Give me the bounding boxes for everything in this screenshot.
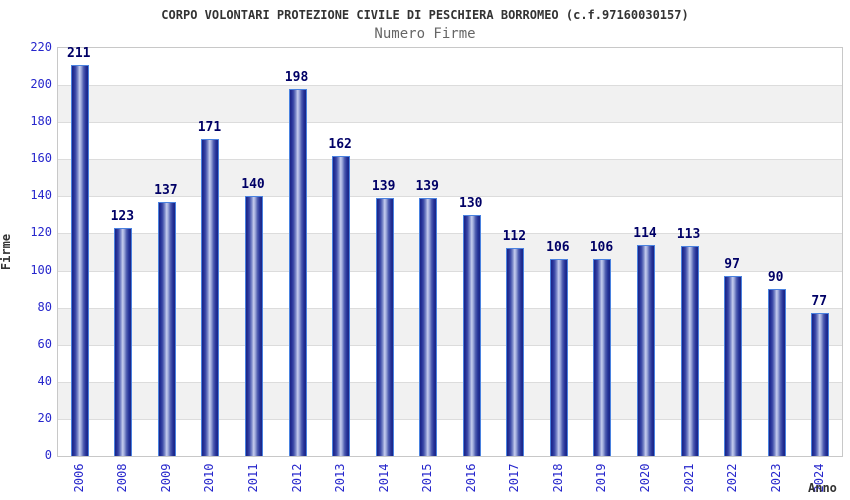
y-tick-label: 40 <box>37 373 52 388</box>
x-tick-label: 2010 <box>202 463 217 493</box>
bar <box>245 196 263 456</box>
grid-band <box>58 122 842 160</box>
y-tick-label: 180 <box>30 114 52 129</box>
bar <box>680 246 699 456</box>
bar-value-label: 211 <box>67 45 91 61</box>
bar <box>419 198 438 456</box>
bar <box>724 276 743 456</box>
x-axis-title: Anno <box>808 481 837 495</box>
plot-area <box>57 47 843 457</box>
grid-band <box>58 307 842 345</box>
bar <box>506 248 525 456</box>
bar <box>157 201 176 456</box>
x-tick-label: 2015 <box>420 463 435 493</box>
x-tick-label: 2014 <box>376 463 391 493</box>
bar-value-label: 112 <box>502 229 527 245</box>
y-tick-label: 0 <box>44 448 52 462</box>
bar-value-label: 123 <box>110 208 135 224</box>
grid-band <box>58 159 842 197</box>
grid-band <box>58 270 842 308</box>
x-tick-label: 2012 <box>289 463 304 493</box>
chart-subtitle: Numero Firme <box>374 26 476 42</box>
bar-value-label: 113 <box>676 227 701 243</box>
y-tick-label: 60 <box>37 336 52 351</box>
bar <box>70 64 89 456</box>
x-tick-label: 2011 <box>246 463 260 493</box>
bar-value-label: 139 <box>415 179 439 195</box>
bar-value-label: 77 <box>811 294 828 310</box>
y-tick-label: 20 <box>37 410 52 425</box>
y-tick-label: 200 <box>30 77 52 92</box>
bar <box>811 313 830 456</box>
x-tick-label: 2020 <box>638 463 652 493</box>
bar-value-label: 171 <box>197 119 222 135</box>
x-tick-label: 2023 <box>768 463 783 493</box>
bar <box>549 259 568 456</box>
x-tick-label: 2006 <box>71 463 86 493</box>
x-tick-label: 2009 <box>158 463 173 493</box>
bar <box>288 88 307 456</box>
y-tick-label: 220 <box>30 40 52 54</box>
bar <box>593 259 612 456</box>
x-tick-label: 2022 <box>725 463 740 493</box>
bar <box>375 198 394 456</box>
x-tick-label: 2016 <box>463 463 478 493</box>
bar <box>332 155 351 456</box>
grid-band <box>58 233 842 271</box>
bar-value-label: 106 <box>546 240 570 256</box>
grid-band <box>58 344 842 382</box>
x-tick-label: 2017 <box>507 463 522 493</box>
y-tick-label: 100 <box>30 262 52 277</box>
grid-band <box>58 48 842 86</box>
chart-title: CORPO VOLONTARI PROTEZIONE CIVILE DI PES… <box>161 8 689 22</box>
bar <box>201 138 220 456</box>
bar-value-label: 139 <box>371 179 396 195</box>
bar-value-label: 106 <box>589 240 614 256</box>
grid-band <box>58 196 842 234</box>
x-tick-label: 2013 <box>333 463 348 493</box>
y-tick-label: 120 <box>30 225 52 240</box>
bar-value-label: 140 <box>241 177 265 193</box>
grid-band <box>58 418 842 456</box>
bar <box>114 227 133 456</box>
y-tick-label: 140 <box>30 188 52 203</box>
x-tick-label: 2021 <box>681 463 696 493</box>
bar-value-label: 90 <box>767 270 784 286</box>
bar-value-label: 198 <box>284 69 309 85</box>
bar-value-label: 97 <box>724 257 740 273</box>
x-tick-label: 2019 <box>594 463 609 493</box>
x-tick-label: 2018 <box>550 463 565 493</box>
bar-value-label: 130 <box>459 195 483 211</box>
bar <box>637 244 655 456</box>
bar <box>462 214 481 456</box>
bar <box>767 289 786 456</box>
y-tick-label: 160 <box>30 151 52 166</box>
bar-value-label: 114 <box>633 225 657 241</box>
y-tick-label: 80 <box>37 299 52 314</box>
grid-band <box>58 85 842 123</box>
bar-value-label: 137 <box>154 182 178 198</box>
grid-band <box>58 381 842 419</box>
x-tick-label: 2008 <box>115 463 130 493</box>
bar-value-label: 162 <box>328 136 352 152</box>
